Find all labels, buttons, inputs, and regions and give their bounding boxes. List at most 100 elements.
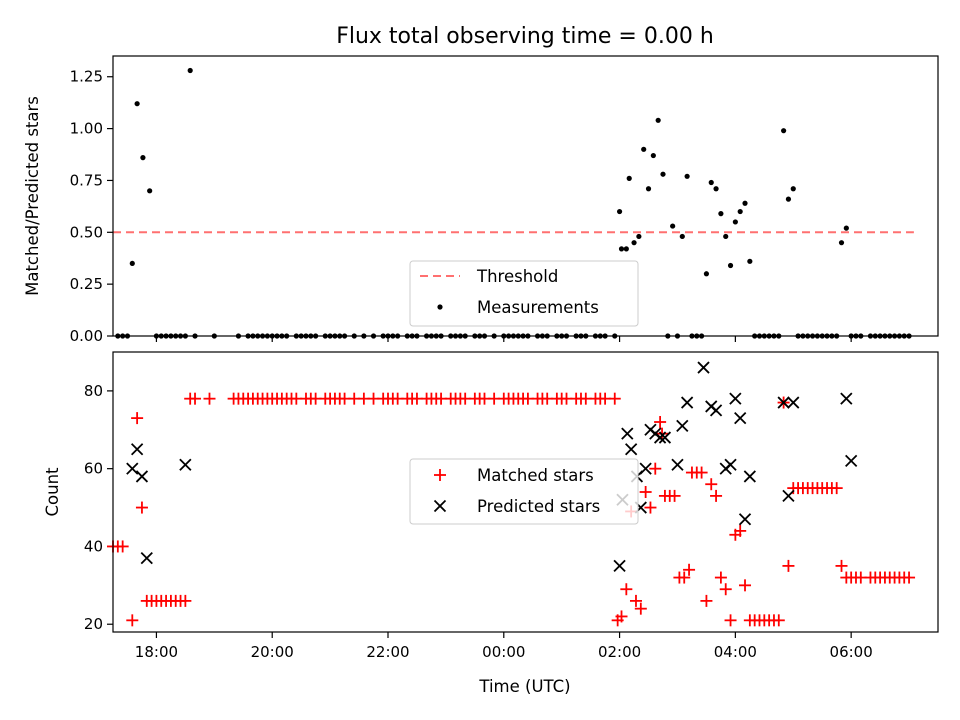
top-y-tick-label: 0.50 (70, 223, 103, 241)
matched-star-point (903, 571, 916, 584)
matched-star-point (189, 392, 202, 405)
measurement-point (636, 233, 642, 240)
predicted-star-point (845, 454, 858, 468)
top-y-tick-label: 0.00 (70, 327, 103, 345)
matched-star-point (620, 583, 633, 596)
x-tick-label: 20:00 (251, 643, 294, 661)
measurement-point (838, 240, 845, 246)
legend-measurements-label: Measurements (477, 298, 599, 317)
matched-star-point (116, 540, 129, 553)
matched-star-point (629, 594, 642, 607)
measurement-point (747, 258, 753, 264)
bottom-y-ticks: 20 40 60 80 (84, 382, 113, 633)
top-legend: Threshold Measurements (409, 260, 639, 327)
predicted-star-point (639, 462, 652, 475)
measurement-point (732, 219, 738, 225)
predicted-star-point (140, 551, 153, 565)
top-legend-box (409, 260, 639, 327)
bottom-y-tick-label: 80 (84, 382, 103, 400)
predicted-star-point (625, 443, 638, 456)
x-tick-label: 04:00 (714, 643, 757, 661)
legend-measurements-swatch (437, 304, 443, 310)
measurement-point (626, 175, 632, 181)
predicted-star-point (787, 396, 800, 409)
predicted-star-point (777, 396, 790, 409)
matched-star-point (772, 614, 785, 627)
legend-matched-marker (434, 469, 446, 481)
legend-predicted-label: Predicted stars (477, 497, 600, 516)
matched-star-point (739, 579, 752, 592)
matched-star-point (135, 501, 148, 514)
predicted-star-point (729, 392, 742, 405)
legend-threshold-label: Threshold (476, 267, 558, 286)
measurement-point (641, 146, 647, 152)
predicted-star-point (697, 361, 710, 374)
predicted-star-point (680, 396, 694, 409)
bottom-axes-frame (112, 351, 939, 633)
top-panel: 0.00 0.25 0.50 0.75 1.00 1.25 Matched/Predict… (23, 55, 939, 345)
matched-star-point (126, 614, 139, 627)
measurement-point (679, 233, 685, 240)
legend-predicted-marker (433, 499, 447, 513)
matched-star-point (695, 466, 708, 479)
legend-predicted-swatch (433, 499, 447, 513)
predicted-star-point (709, 404, 723, 417)
measurement-point (623, 246, 629, 252)
matched-star-point (705, 478, 718, 491)
predicted-star-point (738, 513, 752, 526)
bottom-y-tick-label: 20 (84, 615, 103, 633)
top-y-tick-label: 0.75 (70, 171, 103, 189)
predicted-star-point (724, 458, 737, 471)
x-tick-label: 02:00 (598, 643, 641, 661)
matched-star-point (734, 524, 747, 537)
measurement-point (129, 260, 135, 267)
bottom-y-axis-label: Count (43, 467, 62, 517)
measurement-point (134, 101, 140, 107)
matched-stars-points (107, 392, 916, 627)
x-tick-label: 00:00 (482, 643, 525, 661)
x-tick-label: 22:00 (366, 643, 409, 661)
matched-star-point (179, 594, 192, 607)
predicted-star-point (671, 458, 684, 471)
measurement-point (618, 246, 625, 252)
matched-star-point (714, 571, 727, 584)
measurement-point (785, 196, 792, 202)
measurement-point (655, 117, 661, 123)
matched-star-point (782, 559, 795, 572)
measurement-point (742, 200, 748, 206)
x-tick-label: 18:00 (135, 643, 178, 661)
matched-star-point (615, 610, 628, 623)
predicted-star-point (179, 458, 192, 471)
matched-star-point (639, 486, 652, 498)
predicted-star-point (734, 411, 747, 425)
measurement-point (843, 225, 849, 231)
figure-title: Flux total observing time = 0.00 h (336, 24, 714, 49)
matched-star-point (634, 602, 647, 615)
matched-star-point (649, 462, 662, 475)
measurement-point (737, 208, 743, 215)
top-y-tick-label: 0.25 (70, 275, 103, 293)
top-y-tick-label: 1.00 (70, 120, 103, 138)
measurement-point (650, 152, 656, 159)
bottom-x-ticks: 18:00 20:00 22:00 00:00 02:00 04:00 06:00 (135, 632, 873, 661)
matched-star-point (608, 392, 621, 405)
measurement-point (187, 67, 193, 74)
measurement-point (708, 179, 714, 186)
measurement-point (616, 208, 623, 215)
matched-star-point (678, 571, 691, 584)
predicted-star-point (676, 419, 689, 433)
predicted-star-point (782, 489, 795, 503)
predicted-star-point (126, 462, 139, 475)
bottom-y-tick-label: 60 (84, 460, 103, 478)
measurement-point (713, 186, 719, 192)
legend-matched-label: Matched stars (477, 466, 594, 485)
top-y-ticks: 0.00 0.25 0.50 0.75 1.00 1.25 (70, 68, 113, 345)
predicted-star-point (613, 559, 626, 573)
top-y-axis-label: Matched/Predicted stars (23, 96, 42, 296)
bottom-panel: 20 40 60 80 18:00 20:00 22:00 00:00 02:00 04:00 0… (43, 351, 939, 696)
predicted-star-point (658, 431, 672, 444)
measurement-point (645, 186, 652, 192)
predicted-star-point (135, 470, 149, 483)
matched-star-point (131, 412, 144, 425)
